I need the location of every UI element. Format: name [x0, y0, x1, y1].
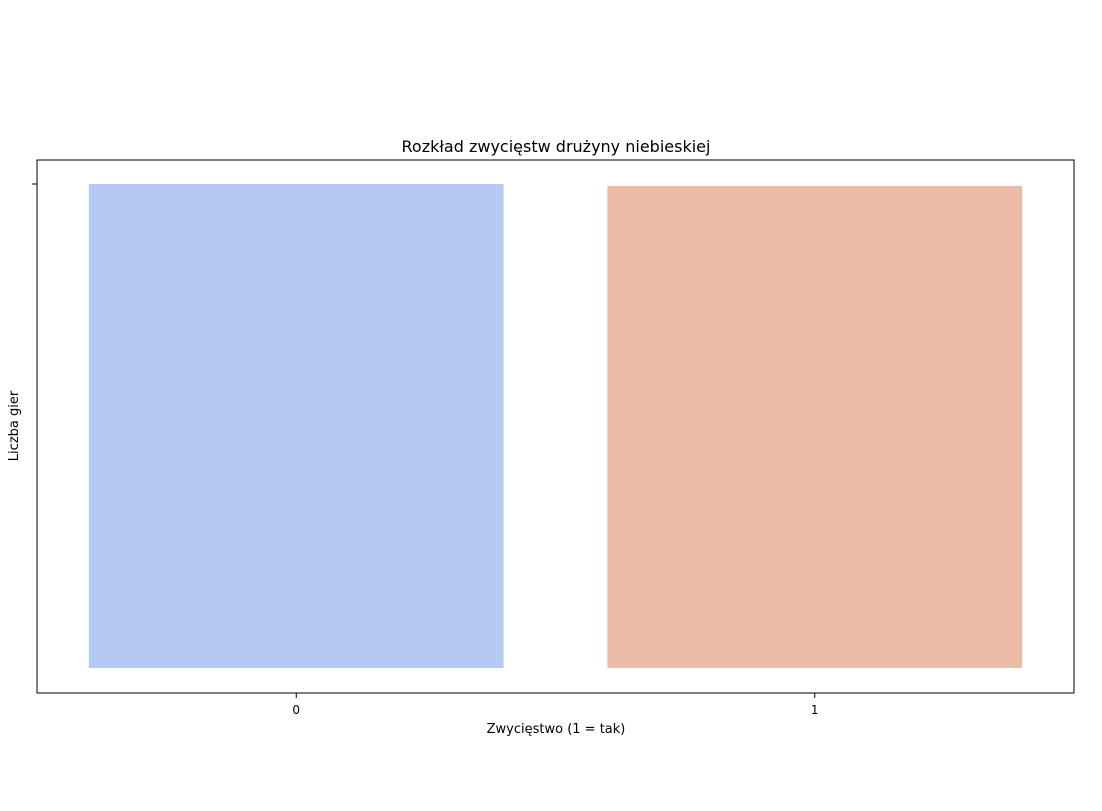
bar-1 — [607, 185, 1023, 668]
y-axis-label: Liczba gier — [7, 390, 22, 461]
bars-layer — [88, 184, 1023, 668]
x-axis-label: Zwycięstwo (1 = tak) — [487, 722, 626, 737]
chart-title: Rozkład zwycięstw drużyny niebieskiej — [402, 137, 711, 156]
plot-frame — [36, 159, 1075, 694]
bar-0 — [88, 184, 504, 668]
x-tick-label: 1 — [811, 703, 819, 717]
x-tick-label: 0 — [292, 703, 300, 717]
